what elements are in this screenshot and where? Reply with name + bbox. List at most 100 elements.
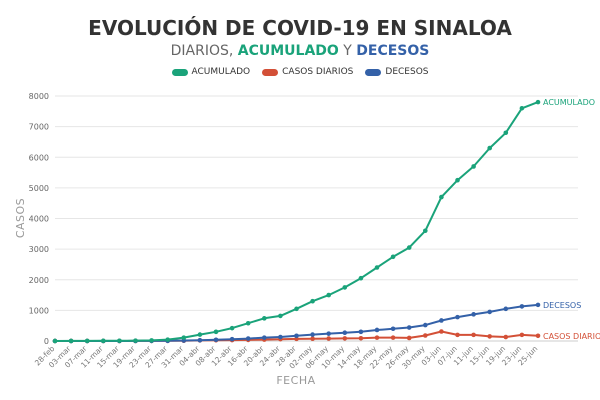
x-axis-title: FECHA bbox=[276, 374, 315, 387]
data-point-casos-diarios bbox=[423, 333, 428, 338]
data-point-acumulado bbox=[326, 292, 332, 298]
data-point-acumulado bbox=[374, 265, 380, 270]
x-axis-ticks: 28-feb03-mar07-mar11-mar15-mar19-mar23-m… bbox=[33, 343, 540, 370]
y-tick-label: 5000 bbox=[29, 184, 49, 193]
data-point-decesos bbox=[487, 309, 493, 315]
data-point-acumulado bbox=[149, 338, 154, 343]
data-point-casos-diarios bbox=[390, 335, 396, 340]
data-point-casos-diarios bbox=[503, 334, 509, 340]
y-tick-label: 1000 bbox=[29, 306, 49, 315]
data-point-casos-diarios bbox=[374, 335, 380, 340]
data-point-acumulado bbox=[84, 338, 90, 344]
data-point-acumulado bbox=[294, 306, 299, 312]
series-line-acumulado bbox=[54, 101, 539, 342]
y-tick-label: 6000 bbox=[29, 153, 49, 162]
data-point-acumulado bbox=[310, 298, 315, 304]
data-point-acumulado bbox=[165, 337, 170, 342]
data-point-acumulado bbox=[262, 316, 267, 321]
data-point-acumulado bbox=[455, 177, 460, 183]
y-tick-label: 4000 bbox=[29, 215, 49, 224]
y-tick-label: 8000 bbox=[29, 92, 49, 101]
subtitle-prefix: DIARIOS, bbox=[170, 43, 238, 59]
legend-label-decesos: DECESOS bbox=[385, 67, 429, 77]
data-point-acumulado bbox=[278, 313, 283, 319]
y-tick-label: 2000 bbox=[29, 276, 49, 285]
data-point-decesos bbox=[294, 333, 299, 339]
data-point-acumulado bbox=[423, 228, 428, 234]
data-point-casos-diarios bbox=[406, 335, 412, 341]
data-point-acumulado bbox=[229, 325, 235, 331]
y-axis-title: CASOS bbox=[14, 198, 27, 238]
legend-swatch-acumulado bbox=[171, 68, 188, 76]
data-point-acumulado bbox=[342, 285, 348, 290]
y-tick-label: 0 bbox=[44, 337, 49, 346]
data-point-decesos bbox=[358, 329, 364, 335]
data-point-decesos bbox=[342, 330, 348, 336]
legend-item-decesos[interactable]: DECESOS bbox=[365, 67, 429, 77]
y-axis-ticks: 0 1000 2000 3000 4000 5000 6000 7000 8000 bbox=[29, 92, 49, 346]
data-point-casos-diarios bbox=[342, 336, 348, 341]
data-point-decesos bbox=[439, 318, 444, 323]
series-layer bbox=[52, 99, 541, 344]
data-point-acumulado bbox=[52, 338, 58, 344]
legend-swatch-decesos bbox=[365, 68, 382, 76]
end-label-acumulado: ACUMULADO bbox=[543, 98, 595, 107]
data-point-casos-diarios bbox=[326, 336, 332, 341]
data-point-acumulado bbox=[358, 275, 364, 281]
data-point-casos-diarios bbox=[471, 332, 476, 338]
subtitle-acumulado: ACUMULADO bbox=[237, 43, 339, 59]
data-point-acumulado bbox=[101, 338, 106, 344]
data-point-casos-diarios bbox=[519, 332, 525, 338]
data-point-acumulado bbox=[406, 245, 412, 250]
legend-label-casos-diarios: CASOS DIARIOS bbox=[282, 67, 354, 77]
y-tick-label: 7000 bbox=[29, 123, 49, 132]
data-point-acumulado bbox=[117, 338, 122, 344]
data-point-acumulado bbox=[390, 254, 396, 260]
end-label-casos-diarios: CASOS DIARIOS bbox=[543, 332, 600, 341]
data-point-acumulado bbox=[68, 338, 74, 344]
grid-layer bbox=[55, 95, 578, 342]
chart-title: EVOLUCIÓN DE COVID-19 EN SINALOA bbox=[88, 16, 512, 40]
chart-legend: ACUMULADO CASOS DIARIOS DECESOS bbox=[0, 67, 600, 77]
y-tick-label: 3000 bbox=[29, 245, 49, 254]
data-point-decesos bbox=[278, 334, 283, 340]
data-point-acumulado bbox=[471, 164, 476, 169]
legend-item-acumulado[interactable]: ACUMULADO bbox=[171, 67, 251, 77]
data-point-decesos bbox=[519, 304, 525, 309]
data-point-decesos bbox=[406, 325, 412, 330]
data-point-decesos bbox=[455, 314, 460, 320]
data-point-decesos bbox=[326, 331, 332, 336]
end-labels: CASOS DIARIOS DECESOS ACUMULADO bbox=[543, 98, 600, 341]
data-point-acumulado bbox=[213, 329, 219, 335]
data-point-casos-diarios bbox=[358, 335, 364, 341]
subtitle-decesos: DECESOS bbox=[356, 43, 430, 59]
data-point-decesos bbox=[310, 332, 315, 337]
data-point-acumulado bbox=[519, 105, 525, 111]
legend-swatch-casos-diarios bbox=[262, 68, 279, 76]
chart-subtitle: DIARIOS, ACUMULADO Y DECESOS bbox=[0, 43, 600, 59]
data-point-acumulado bbox=[487, 145, 493, 151]
data-point-decesos bbox=[245, 336, 251, 341]
data-point-acumulado bbox=[181, 335, 187, 340]
data-point-acumulado bbox=[439, 194, 444, 200]
data-point-casos-diarios bbox=[455, 332, 460, 338]
data-point-decesos bbox=[390, 326, 396, 332]
legend-label-acumulado: ACUMULADO bbox=[191, 67, 251, 77]
data-point-decesos bbox=[471, 312, 476, 317]
data-point-decesos bbox=[229, 336, 235, 342]
data-point-acumulado bbox=[503, 130, 509, 136]
data-point-acumulado bbox=[133, 338, 138, 343]
data-point-casos-diarios bbox=[439, 329, 444, 334]
data-point-decesos bbox=[423, 322, 428, 328]
data-point-acumulado bbox=[535, 99, 541, 105]
data-point-decesos bbox=[535, 302, 541, 308]
data-point-acumulado bbox=[197, 332, 203, 337]
subtitle-middle: Y bbox=[338, 43, 357, 59]
legend-item-casos-diarios[interactable]: CASOS DIARIOS bbox=[262, 67, 353, 77]
data-point-casos-diarios bbox=[487, 334, 493, 339]
data-point-decesos bbox=[374, 327, 380, 333]
data-point-decesos bbox=[262, 335, 267, 340]
data-point-casos-diarios bbox=[310, 336, 315, 342]
data-point-decesos bbox=[213, 337, 219, 343]
